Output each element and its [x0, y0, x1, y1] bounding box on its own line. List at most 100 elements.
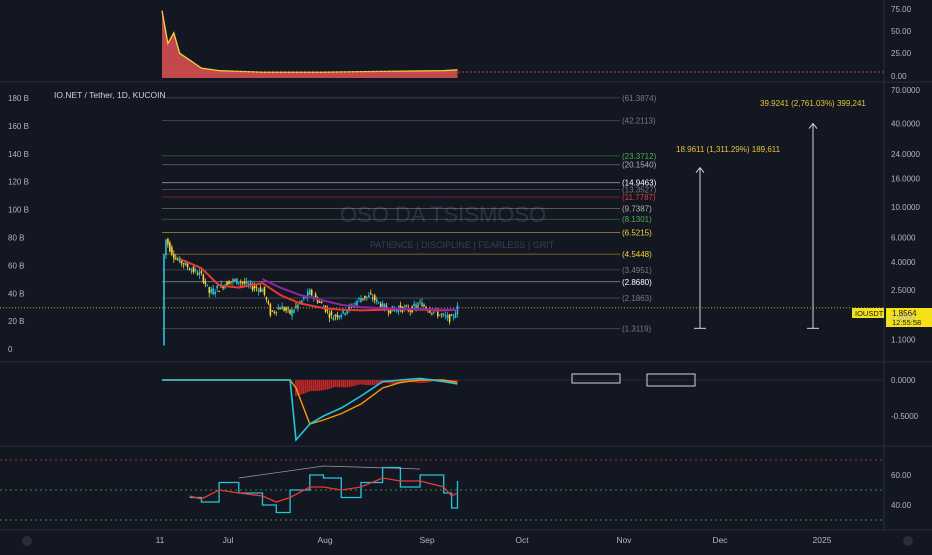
macd-histogram-bar — [352, 380, 354, 387]
macd-annotation-box — [571, 373, 621, 384]
macd-axis-tick: 0.0000 — [891, 376, 916, 385]
left-axis-tick: 100 B — [8, 206, 29, 215]
candle-body — [438, 314, 441, 316]
macd-histogram-bar — [391, 380, 394, 384]
candle-body — [279, 308, 281, 310]
macd-histogram-bar — [336, 380, 339, 388]
candle-body — [163, 254, 165, 345]
fib-level-label: (13.3527) — [622, 185, 657, 194]
candle-body — [267, 301, 270, 304]
candle-body — [238, 282, 240, 284]
price-axis-tick: 70.0000 — [891, 86, 920, 95]
macd-histogram-bar — [452, 380, 455, 382]
projection-label: 39.9241 (2,761.03%) 399,241 — [760, 99, 866, 108]
macd-axis-tick: -0.5000 — [891, 412, 919, 421]
fib-level-label: (4.5448) — [622, 250, 652, 259]
candle-body — [340, 314, 343, 318]
rsi-axis-tick: 40.00 — [891, 501, 912, 510]
price-axis-tick: 10.0000 — [891, 203, 920, 212]
candle-body — [417, 305, 419, 307]
candle-body — [208, 287, 211, 293]
candle-body — [308, 289, 311, 295]
candle-body — [314, 293, 317, 298]
candle-body — [265, 297, 268, 300]
macd-histogram-bar — [371, 380, 374, 386]
macd-histogram-bar — [346, 380, 348, 388]
left-axis-tick: 20 B — [8, 317, 24, 326]
left-axis-tick: 180 B — [8, 94, 29, 103]
candle-body — [184, 262, 187, 266]
macd-histogram-bar — [312, 380, 315, 391]
price-axis-tick: 2.5000 — [891, 286, 916, 295]
candle-body — [310, 289, 313, 296]
candle-body — [277, 307, 280, 310]
macd-histogram-bar — [370, 380, 372, 386]
left-axis-tick: 60 B — [8, 261, 24, 270]
symbol-line: IO.NET / Tether, 1D, KUCOIN — [54, 90, 166, 100]
candle-body — [338, 315, 341, 319]
candle-body — [358, 297, 360, 300]
watermark-text: OSO DA TSISMOSO — [340, 202, 546, 227]
ticker-label: IOUSDT — [855, 309, 884, 318]
candle-body — [437, 311, 439, 317]
time-axis-label: Oct — [515, 535, 529, 545]
candle-body — [448, 314, 451, 322]
macd-histogram-bar — [360, 380, 362, 385]
macd-histogram-bar — [354, 380, 356, 386]
candle-body — [230, 281, 232, 283]
macd-histogram-bar — [423, 380, 425, 383]
candle-body — [368, 295, 370, 298]
candle-body — [261, 289, 264, 292]
fib-level-label: (6.5215) — [622, 228, 652, 237]
candle-body — [273, 311, 276, 313]
candle-body — [356, 301, 358, 306]
time-axis-label: Nov — [616, 535, 632, 545]
macd-histogram-bar — [324, 380, 327, 390]
candle-body — [210, 288, 213, 293]
candle-body — [198, 272, 201, 275]
fib-level-label: (11.7787) — [622, 193, 656, 202]
candle-body — [405, 305, 408, 307]
macd-histogram-bar — [425, 380, 427, 383]
candle-body — [373, 295, 376, 301]
candle-body — [167, 238, 169, 245]
macd-histogram-bar — [379, 380, 382, 384]
fib-level-label: (8.1301) — [622, 215, 652, 224]
top-axis-tick: 50.00 — [891, 27, 912, 36]
candle-body — [377, 301, 380, 303]
candle-body — [269, 304, 272, 316]
macd-histogram-bar — [310, 380, 313, 391]
left-axis-tick: 140 B — [8, 150, 29, 159]
candle-body — [389, 307, 392, 314]
fib-level-label: (42.2113) — [622, 116, 656, 125]
candle-body — [423, 304, 425, 307]
candle-body — [415, 304, 417, 309]
left-axis-tick: 80 B — [8, 234, 24, 243]
top-indicator-line — [161, 10, 458, 73]
candle-body — [206, 284, 209, 286]
candle-body — [348, 305, 350, 311]
candle-body — [192, 266, 195, 273]
candle-body — [232, 279, 234, 282]
macd-signal-line — [162, 379, 458, 425]
time-axis-label: 11 — [156, 535, 165, 545]
candle-body — [291, 309, 293, 316]
auto-scale-icon[interactable] — [903, 536, 913, 546]
time-axis-label: Dec — [712, 535, 728, 545]
candle-body — [196, 273, 199, 275]
macd-histogram-bar — [334, 380, 337, 387]
macd-histogram-bar — [303, 380, 305, 394]
ticker-badge — [852, 308, 884, 318]
macd-histogram-bar — [395, 380, 398, 384]
candle-body — [429, 309, 431, 313]
macd-histogram-bar — [397, 380, 400, 384]
settings-icon[interactable] — [22, 536, 32, 546]
candle-body — [431, 312, 433, 314]
candle-body — [259, 287, 262, 292]
macd-histogram-bar — [454, 380, 457, 382]
fib-level-label: (61.3874) — [622, 94, 657, 103]
candle-body — [253, 285, 256, 289]
